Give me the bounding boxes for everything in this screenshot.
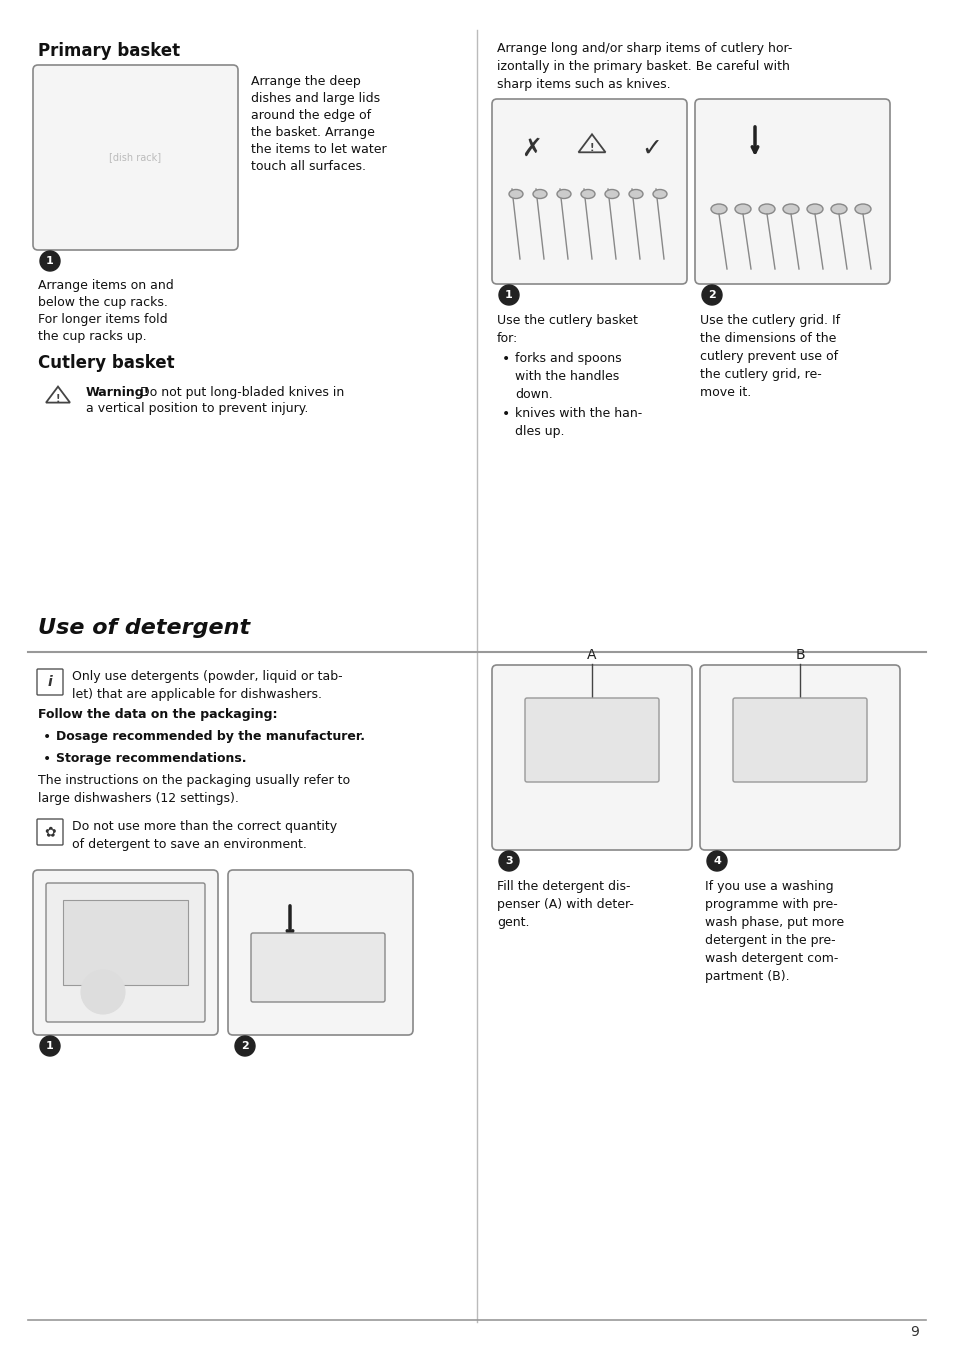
Text: 4: 4 [712,856,720,867]
Text: Arrange the deep
dishes and large lids
around the edge of
the basket. Arrange
th: Arrange the deep dishes and large lids a… [251,74,386,173]
Text: ✿: ✿ [44,825,56,840]
Text: Dosage recommended by the manufacturer.: Dosage recommended by the manufacturer. [56,730,365,744]
FancyBboxPatch shape [492,665,691,850]
Text: ✗: ✗ [521,137,542,161]
Text: Arrange items on and
below the cup racks.
For longer items fold
the cup racks up: Arrange items on and below the cup racks… [38,279,173,343]
Text: •: • [43,730,51,744]
Text: Follow the data on the packaging:: Follow the data on the packaging: [38,708,277,721]
Circle shape [498,285,518,306]
Text: 2: 2 [241,1041,249,1051]
Text: knives with the han-
dles up.: knives with the han- dles up. [515,407,641,438]
Text: Cutlery basket: Cutlery basket [38,354,174,372]
FancyBboxPatch shape [695,99,889,284]
Text: 1: 1 [46,1041,53,1051]
Circle shape [234,1036,254,1056]
Text: forks and spoons
with the handles
down.: forks and spoons with the handles down. [515,352,621,402]
FancyBboxPatch shape [33,869,218,1036]
Text: Use the cutlery grid. If
the dimensions of the
cutlery prevent use of
the cutler: Use the cutlery grid. If the dimensions … [700,314,840,399]
Text: The instructions on the packaging usually refer to
large dishwashers (12 setting: The instructions on the packaging usuall… [38,773,350,804]
Ellipse shape [759,204,774,214]
Circle shape [701,285,721,306]
Text: Arrange long and/or sharp items of cutlery hor-
izontally in the primary basket.: Arrange long and/or sharp items of cutle… [497,42,792,91]
Text: 1: 1 [504,289,513,300]
Text: 2: 2 [707,289,715,300]
Text: Fill the detergent dis-
penser (A) with deter-
gent.: Fill the detergent dis- penser (A) with … [497,880,633,929]
Text: Do not use more than the correct quantity
of detergent to save an environment.: Do not use more than the correct quantit… [71,821,336,850]
Text: 9: 9 [909,1325,918,1338]
Text: a vertical position to prevent injury.: a vertical position to prevent injury. [86,402,308,415]
FancyBboxPatch shape [492,99,686,284]
Text: •: • [501,407,510,420]
Ellipse shape [628,189,642,199]
Ellipse shape [854,204,870,214]
Ellipse shape [652,189,666,199]
Text: Primary basket: Primary basket [38,42,180,59]
Text: !: ! [55,393,60,404]
Ellipse shape [806,204,822,214]
Text: Do not put long-bladed knives in: Do not put long-bladed knives in [136,387,344,399]
Ellipse shape [830,204,846,214]
FancyBboxPatch shape [37,819,63,845]
Text: •: • [501,352,510,366]
Ellipse shape [509,189,522,199]
Circle shape [40,251,60,270]
FancyBboxPatch shape [33,65,237,250]
Ellipse shape [580,189,595,199]
FancyBboxPatch shape [732,698,866,781]
Ellipse shape [782,204,799,214]
FancyBboxPatch shape [46,883,205,1022]
Text: Storage recommendations.: Storage recommendations. [56,752,246,765]
Text: Use the cutlery basket
for:: Use the cutlery basket for: [497,314,638,345]
Text: A: A [587,648,597,662]
Ellipse shape [710,204,726,214]
Circle shape [706,850,726,871]
Text: ✓: ✓ [640,137,661,161]
Text: Use of detergent: Use of detergent [38,618,250,638]
Bar [63,900,188,986]
FancyBboxPatch shape [37,669,63,695]
Text: Only use detergents (powder, liquid or tab-
let) that are applicable for dishwas: Only use detergents (powder, liquid or t… [71,671,342,700]
Circle shape [81,969,125,1014]
Text: [dish rack]: [dish rack] [110,153,161,162]
Ellipse shape [604,189,618,199]
FancyBboxPatch shape [251,933,385,1002]
Text: B: B [795,648,804,662]
FancyBboxPatch shape [228,869,413,1036]
Ellipse shape [557,189,571,199]
Circle shape [40,1036,60,1056]
FancyBboxPatch shape [700,665,899,850]
Text: If you use a washing
programme with pre-
wash phase, put more
detergent in the p: If you use a washing programme with pre-… [704,880,843,983]
Ellipse shape [533,189,546,199]
Text: 1: 1 [46,256,53,266]
Text: i: i [48,675,52,690]
Text: 3: 3 [505,856,513,867]
Text: Warning!: Warning! [86,387,151,399]
Text: •: • [43,752,51,767]
Circle shape [498,850,518,871]
Ellipse shape [734,204,750,214]
FancyBboxPatch shape [524,698,659,781]
Text: !: ! [589,143,594,153]
